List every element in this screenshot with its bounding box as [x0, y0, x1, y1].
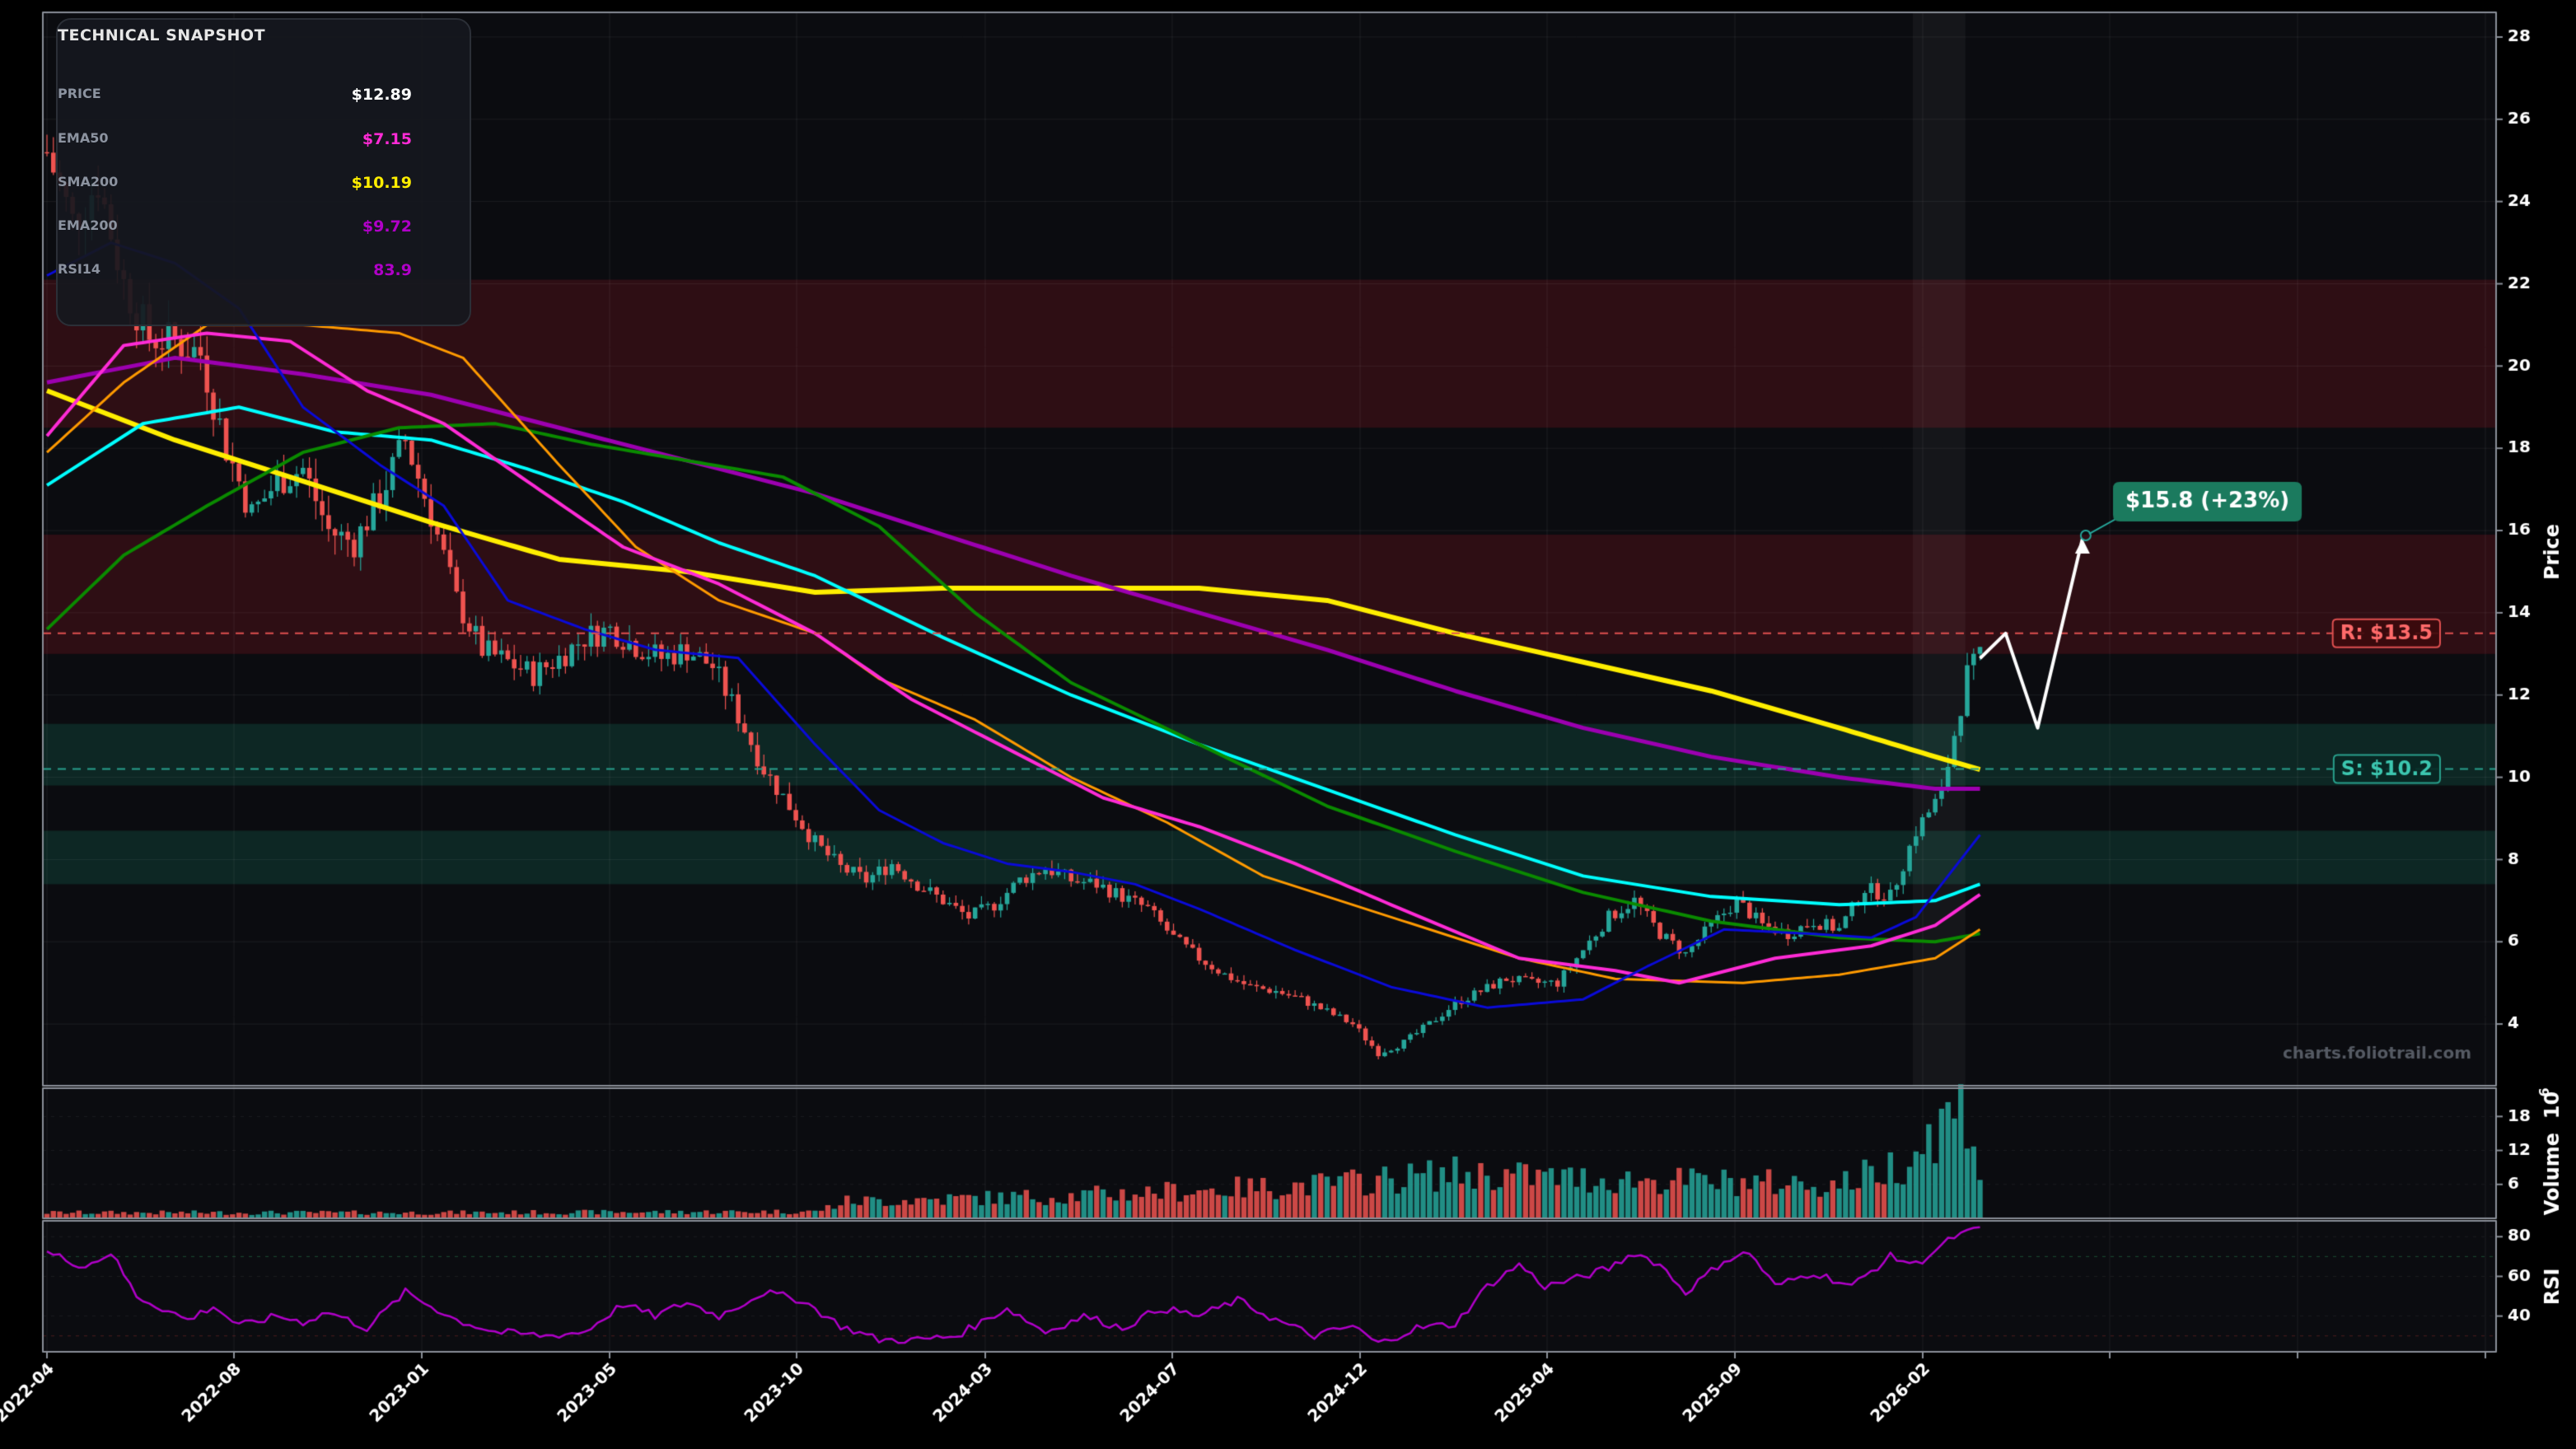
snapshot-value: $10.19: [351, 174, 412, 192]
technical-snapshot-panel: [56, 18, 471, 326]
snapshot-label: EMA200: [58, 217, 118, 233]
snapshot-row-ema200: EMA200 $9.72: [58, 217, 412, 241]
snapshot-label: SMA200: [58, 174, 119, 189]
snapshot-label: EMA50: [58, 130, 109, 146]
snapshot-label: PRICE: [58, 86, 101, 101]
snapshot-label: RSI14: [58, 261, 101, 277]
snapshot-row-rsi14: RSI14 83.9: [58, 261, 412, 284]
technical-snapshot-title: TECHNICAL SNAPSHOT: [58, 26, 266, 44]
snapshot-value: 83.9: [373, 261, 412, 279]
snapshot-row-ema50: EMA50 $7.15: [58, 130, 412, 153]
snapshot-value: $12.89: [351, 86, 412, 104]
snapshot-value: $9.72: [362, 217, 412, 236]
snapshot-value: $7.15: [362, 130, 412, 148]
snapshot-row-price: PRICE $12.89: [58, 86, 412, 109]
snapshot-row-sma200: SMA200 $10.19: [58, 174, 412, 197]
